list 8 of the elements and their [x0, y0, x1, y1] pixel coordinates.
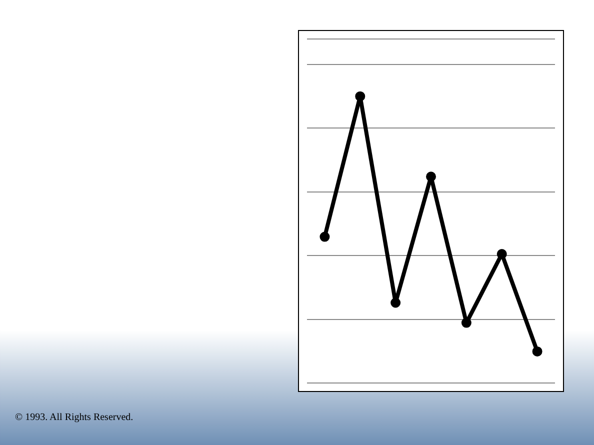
point — [532, 346, 542, 356]
point — [390, 298, 401, 308]
text: © 1993. All Rights Reserved. — [15, 412, 134, 423]
point — [496, 249, 507, 259]
point — [461, 318, 472, 328]
point — [320, 232, 330, 242]
point — [426, 172, 436, 182]
point — [355, 91, 366, 102]
